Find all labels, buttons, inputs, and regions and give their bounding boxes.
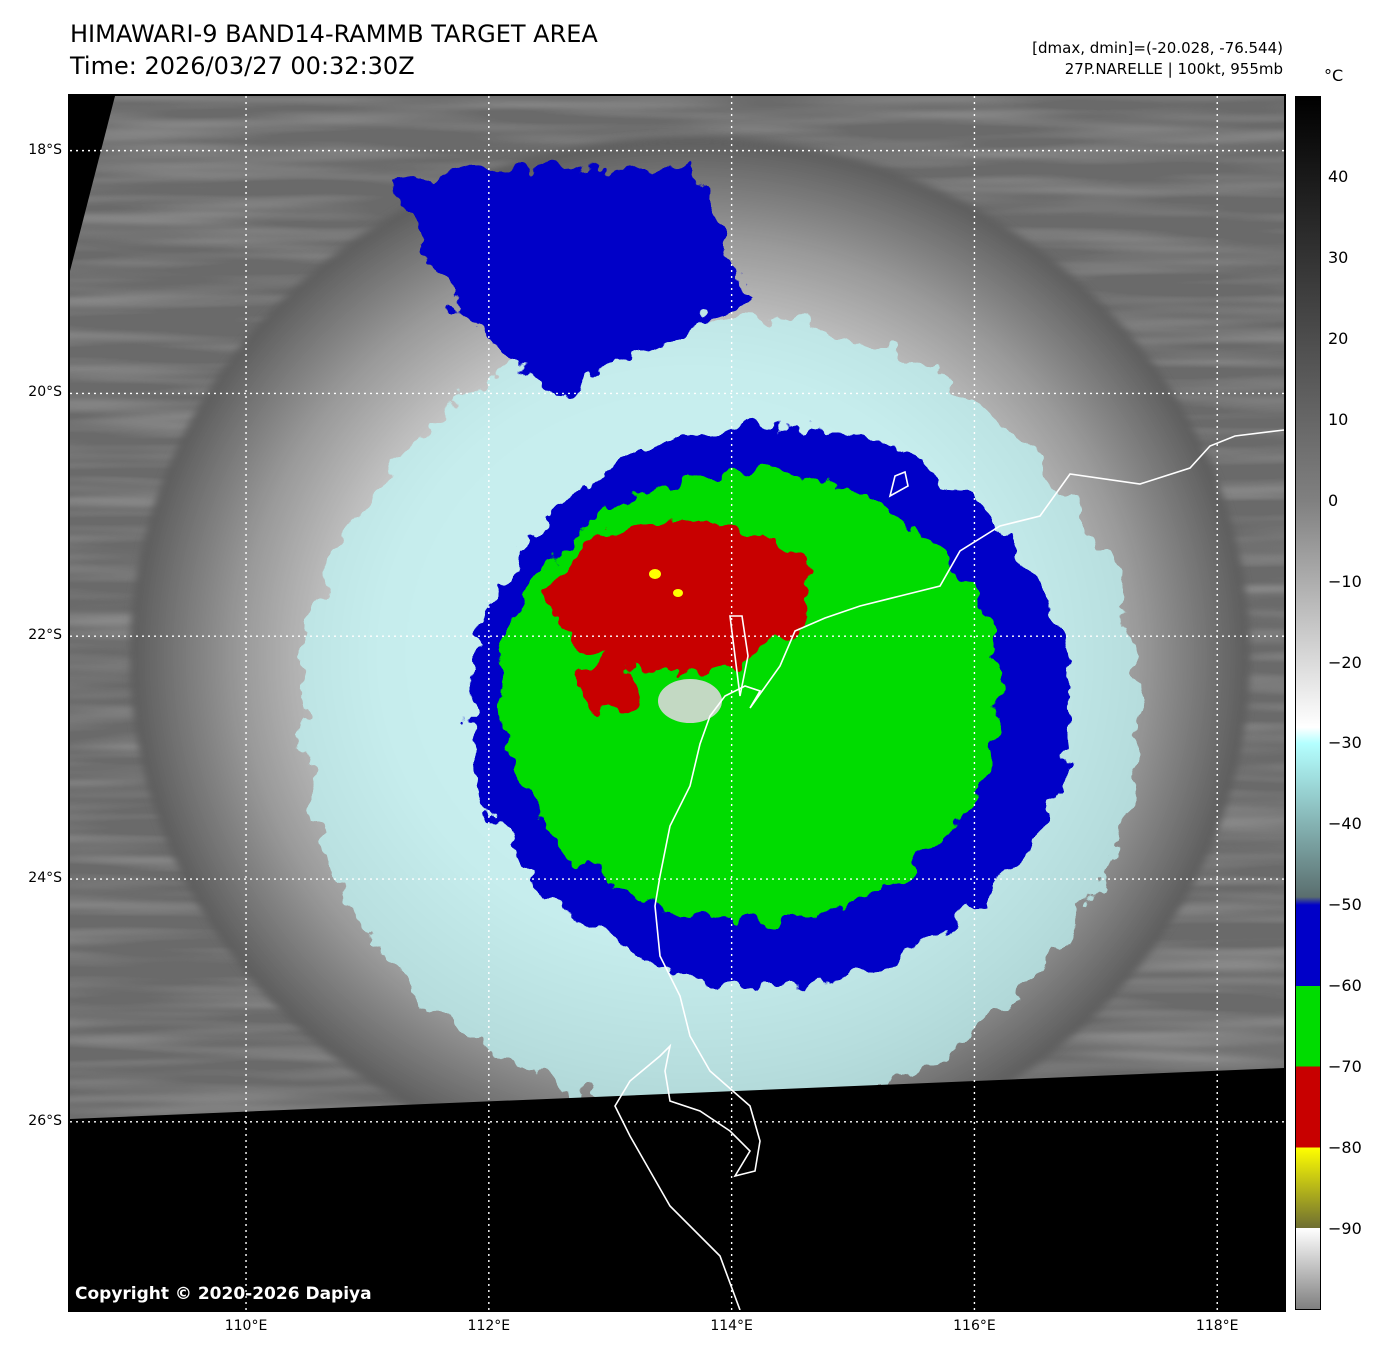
satellite-map: Copyright © 2020-2026 Dapiya [68, 94, 1286, 1312]
lon-label: 118°E [1195, 1318, 1239, 1334]
colorbar-tick-label: −20 [1328, 652, 1362, 672]
colorbar-unit: °C [1324, 66, 1344, 85]
colorbar-tick-label: −90 [1328, 1219, 1362, 1239]
storm-info: 27P.NARELLE | 100kt, 955mb [1064, 60, 1283, 78]
colorbar-tick-label: 40 [1328, 166, 1349, 186]
temperature-colorbar [1295, 96, 1321, 1310]
lat-label: 20°S [28, 384, 62, 401]
colorbar-tick-label: −70 [1328, 1057, 1362, 1077]
colorbar-tick-label: −40 [1328, 814, 1362, 834]
copyright-notice: Copyright © 2020-2026 Dapiya [75, 1284, 372, 1304]
colorbar-tick-label: 0 [1328, 490, 1339, 510]
yellow-coldest-tops-2 [673, 589, 683, 597]
colorbar-tick-label: −50 [1328, 895, 1362, 915]
coastline [614, 429, 1284, 1310]
lat-label: 18°S [28, 141, 62, 158]
dmax-dmin-readout: [dmax, dmin]=(-20.028, -76.544) [1032, 39, 1283, 57]
yellow-coldest-tops [649, 569, 661, 579]
lon-label: 114°E [710, 1318, 753, 1334]
graticule [70, 96, 1284, 1310]
colorbar-tick-label: 20 [1328, 328, 1349, 348]
red-cold-tops-2 [580, 658, 640, 714]
lat-label: 22°S [28, 627, 62, 644]
colorbar-tick-label: 10 [1328, 409, 1349, 429]
chart-time: Time: 2026/03/27 00:32:30Z [70, 52, 415, 80]
lat-label: 24°S [28, 870, 62, 887]
colorbar-tick-label: −60 [1328, 976, 1362, 996]
lon-label: 116°E [953, 1318, 996, 1334]
chart-title: HIMAWARI-9 BAND14-RAMMB TARGET AREA [70, 20, 598, 48]
northern-blue-band [390, 166, 750, 396]
nodata-south [70, 1068, 1284, 1310]
colorbar-tick-label: −80 [1328, 1138, 1362, 1158]
lat-label: 26°S [28, 1112, 62, 1129]
nodata-corner [70, 96, 115, 271]
storm-eye [658, 679, 722, 723]
colorbar-tick-label: 30 [1328, 247, 1349, 267]
lon-label: 110°E [224, 1318, 268, 1334]
colorbar-tick-label: −30 [1328, 733, 1362, 753]
colorbar-tick-label: −10 [1328, 571, 1362, 591]
lon-label: 112°E [467, 1318, 511, 1334]
